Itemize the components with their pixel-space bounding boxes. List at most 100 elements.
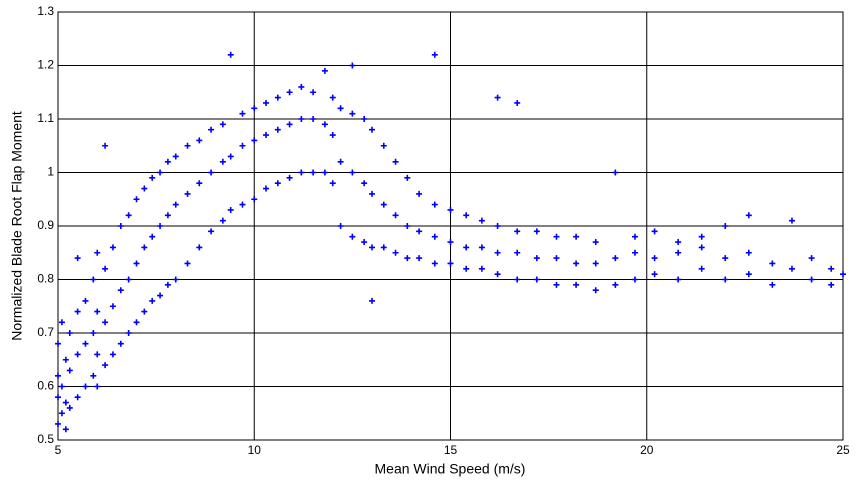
point	[321, 121, 328, 128]
point	[675, 249, 682, 256]
point	[463, 244, 470, 251]
point	[478, 217, 485, 224]
point	[219, 158, 226, 165]
point	[431, 51, 438, 58]
point	[55, 420, 61, 427]
point	[329, 132, 336, 139]
point	[227, 206, 234, 213]
point	[125, 276, 132, 283]
point	[66, 404, 73, 411]
point	[102, 142, 109, 149]
point	[553, 233, 560, 240]
point	[698, 233, 705, 240]
point	[227, 51, 234, 58]
point	[208, 169, 215, 176]
point	[514, 99, 521, 106]
point	[745, 249, 752, 256]
point	[392, 212, 399, 219]
point	[58, 383, 65, 390]
point	[349, 169, 356, 176]
point	[416, 190, 423, 197]
point	[55, 394, 61, 401]
point	[478, 265, 485, 272]
point	[94, 351, 101, 358]
y-tick-label: 0.6	[37, 379, 54, 393]
point	[263, 185, 270, 192]
point	[251, 105, 258, 112]
point	[157, 169, 164, 176]
point	[239, 201, 246, 208]
point	[380, 201, 387, 208]
point	[157, 292, 164, 299]
point	[82, 297, 89, 304]
y-axis-label: Normalized Blade Root Flap Moment	[9, 111, 25, 341]
point	[416, 255, 423, 262]
point	[141, 185, 148, 192]
point	[463, 212, 470, 219]
point	[74, 308, 81, 315]
point	[631, 276, 638, 283]
point	[298, 116, 305, 122]
point	[321, 67, 328, 74]
point	[286, 174, 293, 181]
point	[74, 351, 81, 358]
point	[698, 244, 705, 251]
point	[298, 83, 305, 90]
point	[141, 244, 148, 251]
y-tick-label: 0.7	[37, 325, 54, 339]
point	[66, 330, 73, 336]
point	[722, 276, 729, 283]
point	[274, 180, 281, 187]
x-tick-label: 10	[248, 443, 262, 457]
point	[117, 223, 124, 229]
point	[447, 260, 454, 267]
point	[369, 190, 375, 197]
point	[74, 394, 81, 401]
point	[745, 271, 752, 278]
x-axis-label: Mean Wind Speed (m/s)	[375, 461, 526, 477]
point	[533, 276, 540, 283]
point	[573, 281, 580, 288]
point	[286, 89, 293, 96]
point	[369, 126, 375, 133]
point	[478, 244, 485, 251]
point	[286, 121, 293, 128]
point	[164, 212, 171, 219]
point	[494, 223, 501, 229]
point	[533, 255, 540, 262]
point	[149, 297, 156, 304]
point	[310, 116, 317, 122]
point	[263, 99, 270, 106]
point	[172, 276, 179, 283]
point	[722, 223, 729, 229]
point	[55, 372, 61, 379]
point	[494, 94, 501, 101]
point	[631, 249, 638, 256]
point	[380, 244, 387, 251]
point	[141, 308, 148, 315]
point	[337, 223, 344, 229]
point	[514, 228, 521, 235]
point	[828, 265, 835, 272]
point	[612, 169, 619, 176]
point	[239, 142, 246, 149]
point	[184, 142, 191, 149]
point	[416, 228, 423, 235]
point	[274, 126, 281, 133]
point	[62, 356, 69, 363]
point	[463, 265, 470, 272]
point	[573, 233, 580, 240]
point	[745, 212, 752, 219]
point	[369, 244, 375, 251]
y-tick-label: 1.3	[37, 4, 54, 18]
point	[431, 260, 438, 267]
point	[553, 281, 560, 288]
point	[74, 255, 81, 262]
point	[184, 190, 191, 197]
y-tick-label: 1	[47, 165, 54, 179]
point	[494, 249, 501, 256]
point	[392, 249, 399, 256]
y-tick-label: 0.9	[37, 218, 54, 232]
point	[369, 297, 375, 304]
